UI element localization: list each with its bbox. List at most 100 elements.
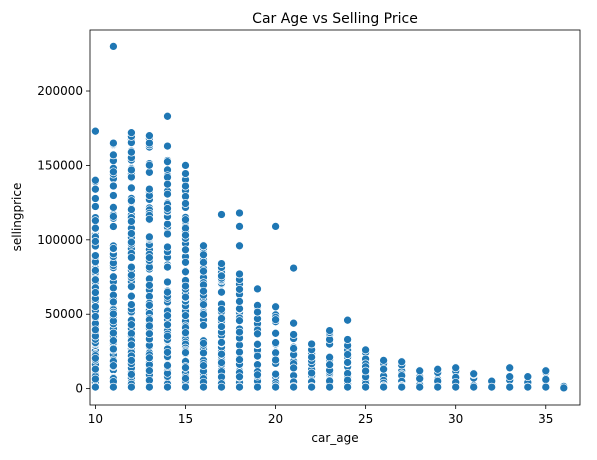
data-point (235, 269, 244, 279)
data-point (199, 250, 208, 260)
plot-frame (89, 29, 581, 406)
x-tick-label: 20 (268, 412, 283, 426)
data-point (109, 382, 118, 392)
data-point (127, 253, 136, 262)
data-point (127, 270, 136, 280)
data-point (199, 338, 208, 348)
data-point (235, 382, 244, 392)
data-point (163, 382, 172, 392)
data-point (271, 328, 280, 338)
data-point (343, 350, 352, 359)
data-point (307, 382, 316, 392)
data-point (181, 382, 190, 392)
data-point (127, 205, 136, 214)
x-tick-label: 30 (448, 412, 463, 426)
data-point (145, 214, 154, 224)
data-point (181, 281, 190, 291)
data-point (235, 284, 244, 294)
y-tick-label: 100000 (37, 233, 83, 247)
data-point (181, 230, 190, 240)
x-tick-label: 15 (178, 412, 193, 426)
data-point (253, 284, 262, 294)
data-point (361, 345, 370, 355)
data-point (145, 253, 154, 262)
data-point (199, 321, 208, 330)
data-point (109, 181, 118, 191)
data-point (163, 189, 172, 199)
data-point (343, 358, 352, 367)
data-point (181, 348, 190, 357)
data-point (127, 320, 136, 330)
data-point (289, 330, 298, 339)
chart-title: Car Age vs Selling Price (252, 11, 418, 27)
data-point (127, 128, 136, 138)
data-point (199, 266, 208, 276)
data-point (325, 382, 334, 392)
data-point (217, 304, 226, 314)
data-point (145, 160, 154, 170)
data-point (271, 338, 280, 348)
data-point (127, 237, 136, 247)
data-point (253, 329, 262, 339)
data-point (163, 229, 172, 239)
data-point (145, 366, 154, 376)
data-point (397, 382, 407, 392)
data-point (433, 364, 443, 374)
x-tick-label: 25 (358, 412, 373, 426)
data-point (199, 300, 208, 309)
data-point (271, 355, 280, 365)
data-point (199, 286, 208, 296)
data-point (235, 297, 244, 306)
y-tick-label: 200000 (37, 84, 83, 98)
data-point (253, 370, 262, 380)
data-point (181, 181, 190, 191)
data-point (91, 223, 100, 233)
data-point (361, 382, 370, 392)
data-point (217, 287, 226, 297)
data-point (109, 167, 118, 177)
data-point (145, 300, 154, 310)
data-point (325, 326, 334, 335)
data-point (217, 382, 226, 392)
data-point (163, 287, 172, 297)
data-point (271, 302, 280, 312)
data-point (109, 272, 118, 282)
data-point (145, 184, 154, 194)
data-point (253, 351, 262, 361)
data-point (379, 356, 388, 365)
data-point (109, 309, 118, 319)
data-point (307, 339, 316, 349)
data-point (127, 291, 136, 301)
data-point (127, 340, 136, 350)
y-tick-label: 50000 (45, 307, 83, 321)
data-point (271, 222, 280, 231)
data-point (181, 292, 190, 302)
data-point (145, 321, 154, 331)
data-point (415, 382, 425, 392)
data-point (523, 382, 533, 392)
data-point (253, 382, 262, 392)
data-point (469, 382, 479, 392)
data-point (163, 361, 172, 370)
data-point (109, 222, 118, 231)
data-point (199, 382, 208, 392)
data-point (163, 347, 172, 357)
data-point (127, 356, 136, 365)
data-point (91, 175, 100, 185)
data-point (109, 138, 118, 148)
data-point (91, 312, 100, 321)
data-point (109, 244, 118, 253)
data-point (163, 320, 172, 330)
data-point (181, 245, 190, 255)
data-point (541, 382, 551, 392)
data-point (487, 382, 497, 392)
data-point (217, 271, 226, 281)
data-point (343, 315, 352, 325)
data-point (271, 369, 280, 379)
data-point (325, 360, 334, 370)
data-point (91, 251, 100, 260)
data-point (109, 297, 118, 307)
data-point (181, 328, 190, 338)
data-point (145, 329, 154, 339)
data-point (523, 372, 533, 382)
